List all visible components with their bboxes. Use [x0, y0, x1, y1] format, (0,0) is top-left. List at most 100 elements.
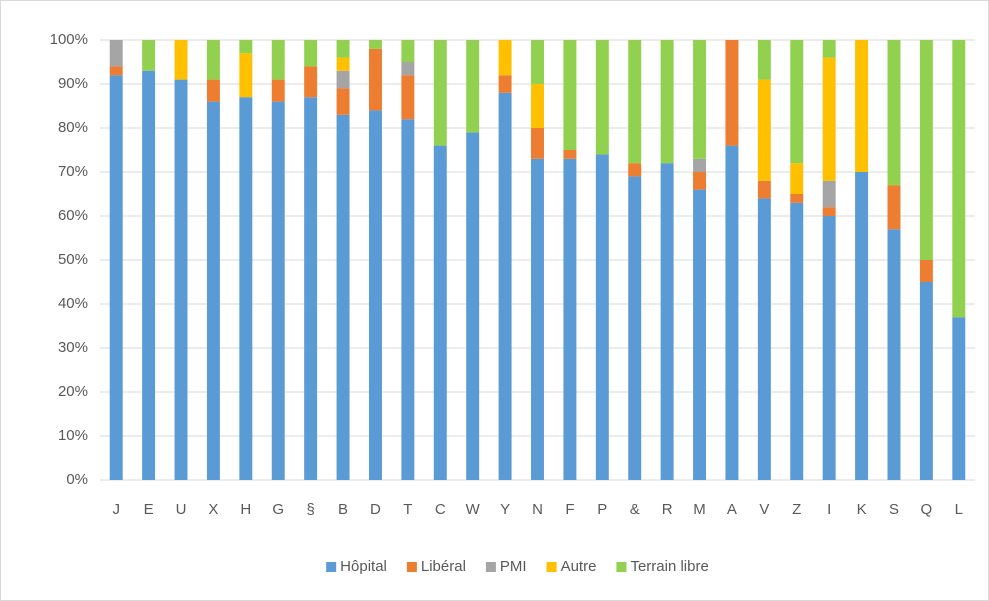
bar-segment	[401, 40, 415, 62]
y-tick-label: 10%	[58, 427, 88, 444]
bar-segment	[109, 40, 123, 67]
x-tick-label: C	[435, 501, 446, 518]
bar-segment	[952, 317, 966, 480]
bar-segment	[790, 163, 804, 194]
x-tick-label: W	[466, 501, 481, 518]
legend-swatch	[406, 562, 417, 572]
x-tick-label: R	[662, 501, 673, 518]
y-tick-label: 70%	[58, 163, 88, 180]
x-tick-label: Y	[500, 501, 510, 518]
x-tick-label: S	[889, 501, 899, 518]
bar-segment	[887, 185, 901, 230]
x-tick-label: §	[306, 501, 314, 518]
y-tick-label: 80%	[58, 119, 88, 136]
bar-segment	[206, 40, 220, 80]
bar-segment	[725, 40, 739, 146]
bar-segment	[660, 163, 674, 480]
bar-segment	[628, 163, 642, 177]
bar-segment	[206, 101, 220, 480]
bar-segment	[919, 260, 933, 282]
bar-segment	[336, 114, 350, 481]
bar-segment	[693, 158, 707, 172]
bar-segment	[563, 150, 577, 159]
bar-segment	[757, 198, 771, 480]
bar-segment	[790, 40, 804, 164]
bar-segment	[304, 66, 318, 98]
bar-segment	[790, 202, 804, 481]
bar-segment	[563, 158, 577, 481]
x-tick-label: M	[693, 501, 706, 518]
x-tick-label: X	[208, 501, 218, 518]
bar-segment	[271, 101, 285, 480]
bar-segment	[109, 75, 123, 480]
bar-segment	[498, 40, 512, 76]
legend-swatch	[326, 562, 337, 572]
x-tick-label: J	[112, 501, 120, 518]
bar-segment	[206, 79, 220, 102]
y-tick-label: 100%	[50, 31, 88, 48]
bar-segment	[822, 216, 836, 480]
bar-segment	[239, 53, 253, 98]
x-tick-label: E	[144, 501, 154, 518]
bar-segment	[660, 40, 674, 164]
x-tick-label: T	[403, 501, 412, 518]
bar-segment	[433, 145, 447, 480]
y-tick-label: 20%	[58, 383, 88, 400]
x-tick-label: B	[338, 501, 348, 518]
bar-segment	[790, 194, 804, 203]
bar-segment	[109, 66, 123, 76]
x-tick-label: H	[240, 501, 251, 518]
bar-segment	[239, 97, 253, 480]
bar-segment	[887, 229, 901, 480]
x-tick-label: V	[759, 501, 769, 518]
bar-segment	[401, 119, 415, 480]
bar-segment	[466, 40, 480, 133]
bar-segment	[336, 70, 350, 89]
bar-segment	[628, 40, 642, 164]
legend-swatch	[485, 562, 496, 572]
y-tick-label: 90%	[58, 75, 88, 92]
bar-segment	[952, 40, 966, 318]
x-tick-label: U	[176, 501, 187, 518]
x-tick-label: G	[272, 501, 284, 518]
bar-segment	[174, 79, 188, 480]
y-tick-label: 60%	[58, 207, 88, 224]
x-tick-label: A	[727, 501, 737, 518]
bar-segment	[757, 40, 771, 80]
bar-segment	[401, 75, 415, 120]
bar-segment	[822, 180, 836, 208]
bar-segment	[304, 97, 318, 480]
bar-segment	[822, 40, 836, 58]
bar-segment	[368, 110, 382, 481]
x-tick-label: F	[565, 501, 574, 518]
bar-segment	[919, 282, 933, 480]
bar-segment	[174, 40, 188, 80]
bar-segment	[855, 172, 869, 480]
y-tick-label: 0%	[66, 471, 88, 488]
bar-segment	[271, 40, 285, 80]
bar-segment	[498, 92, 512, 481]
x-tick-label: P	[597, 501, 607, 518]
x-tick-label: Z	[792, 501, 801, 518]
bar-segment	[725, 145, 739, 480]
y-tick-label: 40%	[58, 295, 88, 312]
bar-segment	[757, 180, 771, 199]
bar-segment	[595, 154, 609, 480]
legend-label: Hôpital	[340, 558, 387, 575]
bar-segment	[498, 75, 512, 93]
bar-segment	[401, 62, 415, 76]
bar-segment	[693, 40, 707, 159]
bar-segment	[466, 132, 480, 480]
bar-segment	[531, 84, 544, 128]
x-tick-label: K	[857, 501, 867, 518]
bar-segment	[628, 176, 642, 480]
bar-segment	[595, 40, 609, 155]
bar-segment	[304, 40, 318, 67]
bar-segment	[563, 40, 577, 150]
bar-segment	[693, 189, 707, 480]
bar-segment	[531, 40, 544, 84]
bar-segment	[919, 40, 933, 260]
bar-segment	[336, 88, 350, 115]
bar-segment	[822, 207, 836, 216]
